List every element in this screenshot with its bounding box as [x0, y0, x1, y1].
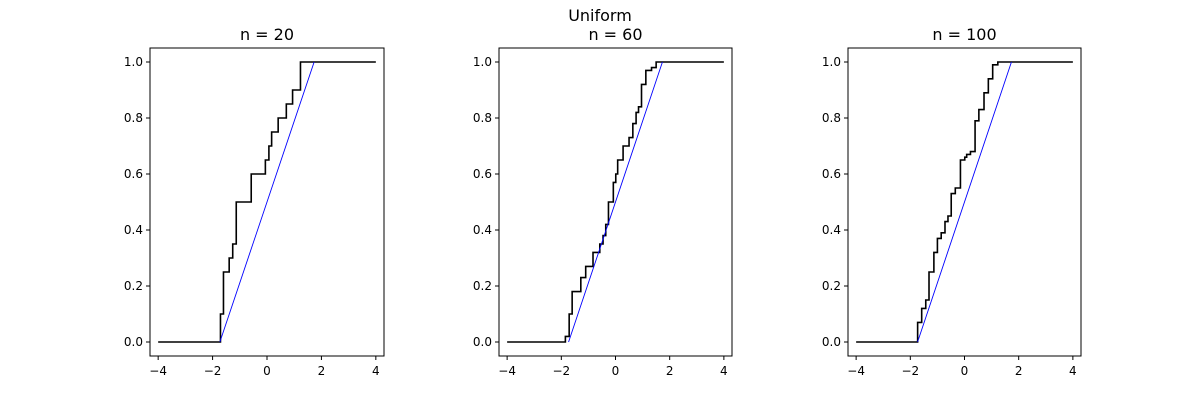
y-tick-label: 0.0 — [822, 335, 841, 349]
x-tick-label: 0 — [961, 364, 969, 378]
y-tick-label: 0.6 — [473, 167, 492, 181]
x-tick-label: 2 — [666, 364, 674, 378]
y-tick-label: 0.2 — [822, 279, 841, 293]
theoretical-cdf-line — [568, 61, 663, 343]
y-tick-label: 0.2 — [473, 279, 492, 293]
x-tick-label: −2 — [552, 364, 570, 378]
y-tick-label: 1.0 — [124, 55, 143, 69]
y-tick-label: 0.8 — [473, 111, 492, 125]
figure-suptitle: Uniform — [568, 6, 632, 25]
y-tick-label: 0.0 — [473, 335, 492, 349]
x-tick-label: −4 — [498, 364, 516, 378]
x-tick-label: 4 — [1069, 364, 1077, 378]
x-tick-label: 2 — [318, 364, 326, 378]
y-tick-label: 0.0 — [124, 335, 143, 349]
x-tick-label: 4 — [720, 364, 728, 378]
empirical-cdf-line — [158, 61, 376, 343]
x-tick-label: 2 — [1015, 364, 1023, 378]
theoretical-cdf-line — [917, 61, 1012, 343]
subplot-title: n = 100 — [932, 25, 996, 44]
x-tick-label: −2 — [204, 364, 222, 378]
subplot-title: n = 20 — [240, 25, 294, 44]
empirical-cdf-line — [507, 61, 724, 343]
y-tick-label: 0.6 — [822, 167, 841, 181]
x-tick-label: −2 — [901, 364, 919, 378]
x-tick-label: −4 — [149, 364, 167, 378]
empirical-cdf-line — [856, 61, 1073, 343]
y-tick-label: 0.6 — [124, 167, 143, 181]
subplot-n-20: n = 20 −4 −2 0 2 4 0.0 0.2 0.4 0.6 0.8 1.0 — [124, 25, 385, 378]
theoretical-cdf-line — [219, 61, 315, 343]
y-tick-label: 1.0 — [822, 55, 841, 69]
y-tick-label: 0.4 — [473, 223, 492, 237]
y-tick-label: 0.2 — [124, 279, 143, 293]
x-tick-label: 4 — [372, 364, 380, 378]
x-tick-label: 0 — [263, 364, 271, 378]
y-tick-label: 0.4 — [124, 223, 143, 237]
y-tick-label: 1.0 — [473, 55, 492, 69]
y-tick-label: 0.8 — [124, 111, 143, 125]
y-tick-label: 0.4 — [822, 223, 841, 237]
x-tick-label: −4 — [847, 364, 865, 378]
y-tick-label: 0.8 — [822, 111, 841, 125]
x-tick-label: 0 — [612, 364, 620, 378]
subplot-n-100: n = 100 −4 −2 0 2 4 0.0 0.2 0.4 0.6 0.8 1.0 — [822, 25, 1082, 378]
subplot-n-60: n = 60 −4 −2 0 2 4 0.0 0.2 0.4 0.6 0.8 1.0 — [473, 25, 733, 378]
subplot-title: n = 60 — [588, 25, 642, 44]
